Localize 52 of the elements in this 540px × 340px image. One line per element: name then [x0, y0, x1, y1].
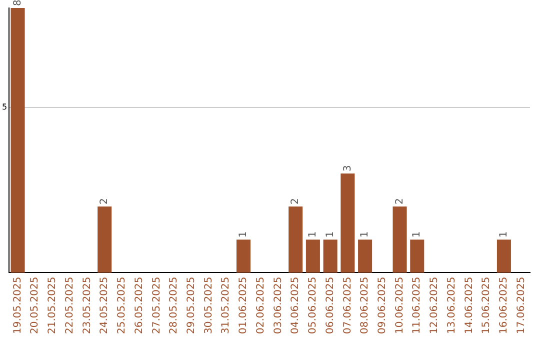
bar — [496, 240, 511, 273]
x-tick-label: 22.05.2025 — [64, 276, 76, 334]
bar — [358, 240, 372, 273]
bar — [236, 240, 251, 273]
x-tick-label: 14.06.2025 — [464, 276, 475, 334]
x-tick-label: 29.05.2025 — [186, 276, 197, 334]
bar — [410, 240, 424, 273]
data-label: 2 — [290, 198, 302, 205]
x-tick-label: 01.06.2025 — [238, 276, 250, 334]
x-tick-label: 10.06.2025 — [394, 276, 406, 334]
data-label: 1 — [498, 231, 510, 238]
x-tick-label: 28.05.2025 — [168, 276, 180, 334]
y-tick-label: 5 — [2, 102, 8, 112]
x-tick-label: 06.06.2025 — [324, 276, 336, 334]
data-label: 8 — [12, 0, 24, 6]
bar — [323, 240, 338, 273]
x-tick-label: 07.06.2025 — [342, 276, 354, 334]
bar — [392, 206, 407, 273]
x-tick-label: 02.06.2025 — [255, 276, 266, 334]
x-tick-label: 21.05.2025 — [47, 276, 58, 334]
data-label: 1 — [238, 231, 250, 238]
x-tick-label: 15.06.2025 — [481, 276, 492, 334]
data-label: 2 — [394, 198, 406, 205]
bar — [98, 206, 112, 273]
bar — [340, 173, 355, 273]
data-label: 1 — [360, 231, 371, 238]
data-label: 2 — [99, 198, 110, 205]
x-tick-label: 23.05.2025 — [82, 276, 93, 334]
x-tick-label: 03.06.2025 — [272, 276, 284, 334]
x-tick-label: 09.06.2025 — [377, 276, 388, 334]
x-tick-label: 08.06.2025 — [360, 276, 371, 334]
x-tick-label: 30.05.2025 — [203, 276, 214, 334]
x-tick-label: 13.06.2025 — [446, 276, 458, 334]
data-label: 1 — [324, 231, 336, 238]
data-label: 1 — [308, 231, 319, 238]
data-label: 1 — [412, 231, 423, 238]
x-tick-label: 04.06.2025 — [290, 276, 302, 334]
bar — [306, 240, 320, 273]
x-tick-label: 16.06.2025 — [498, 276, 510, 334]
x-tick-label: 25.05.2025 — [116, 276, 128, 334]
x-tick-label: 26.05.2025 — [134, 276, 145, 334]
x-tick-label: 27.05.2025 — [151, 276, 162, 334]
x-tick-label: 05.06.2025 — [308, 276, 319, 334]
x-tick-label: 17.06.2025 — [516, 276, 527, 334]
x-tick-label: 24.05.2025 — [99, 276, 110, 334]
x-tick-label: 19.05.2025 — [12, 276, 24, 334]
x-tick-label: 20.05.2025 — [30, 276, 41, 334]
x-tick-label: 11.06.2025 — [412, 276, 423, 334]
bar — [288, 206, 303, 273]
data-label: 3 — [342, 165, 354, 172]
x-tick-label: 31.05.2025 — [220, 276, 232, 334]
x-tick-label: 12.06.2025 — [429, 276, 440, 334]
